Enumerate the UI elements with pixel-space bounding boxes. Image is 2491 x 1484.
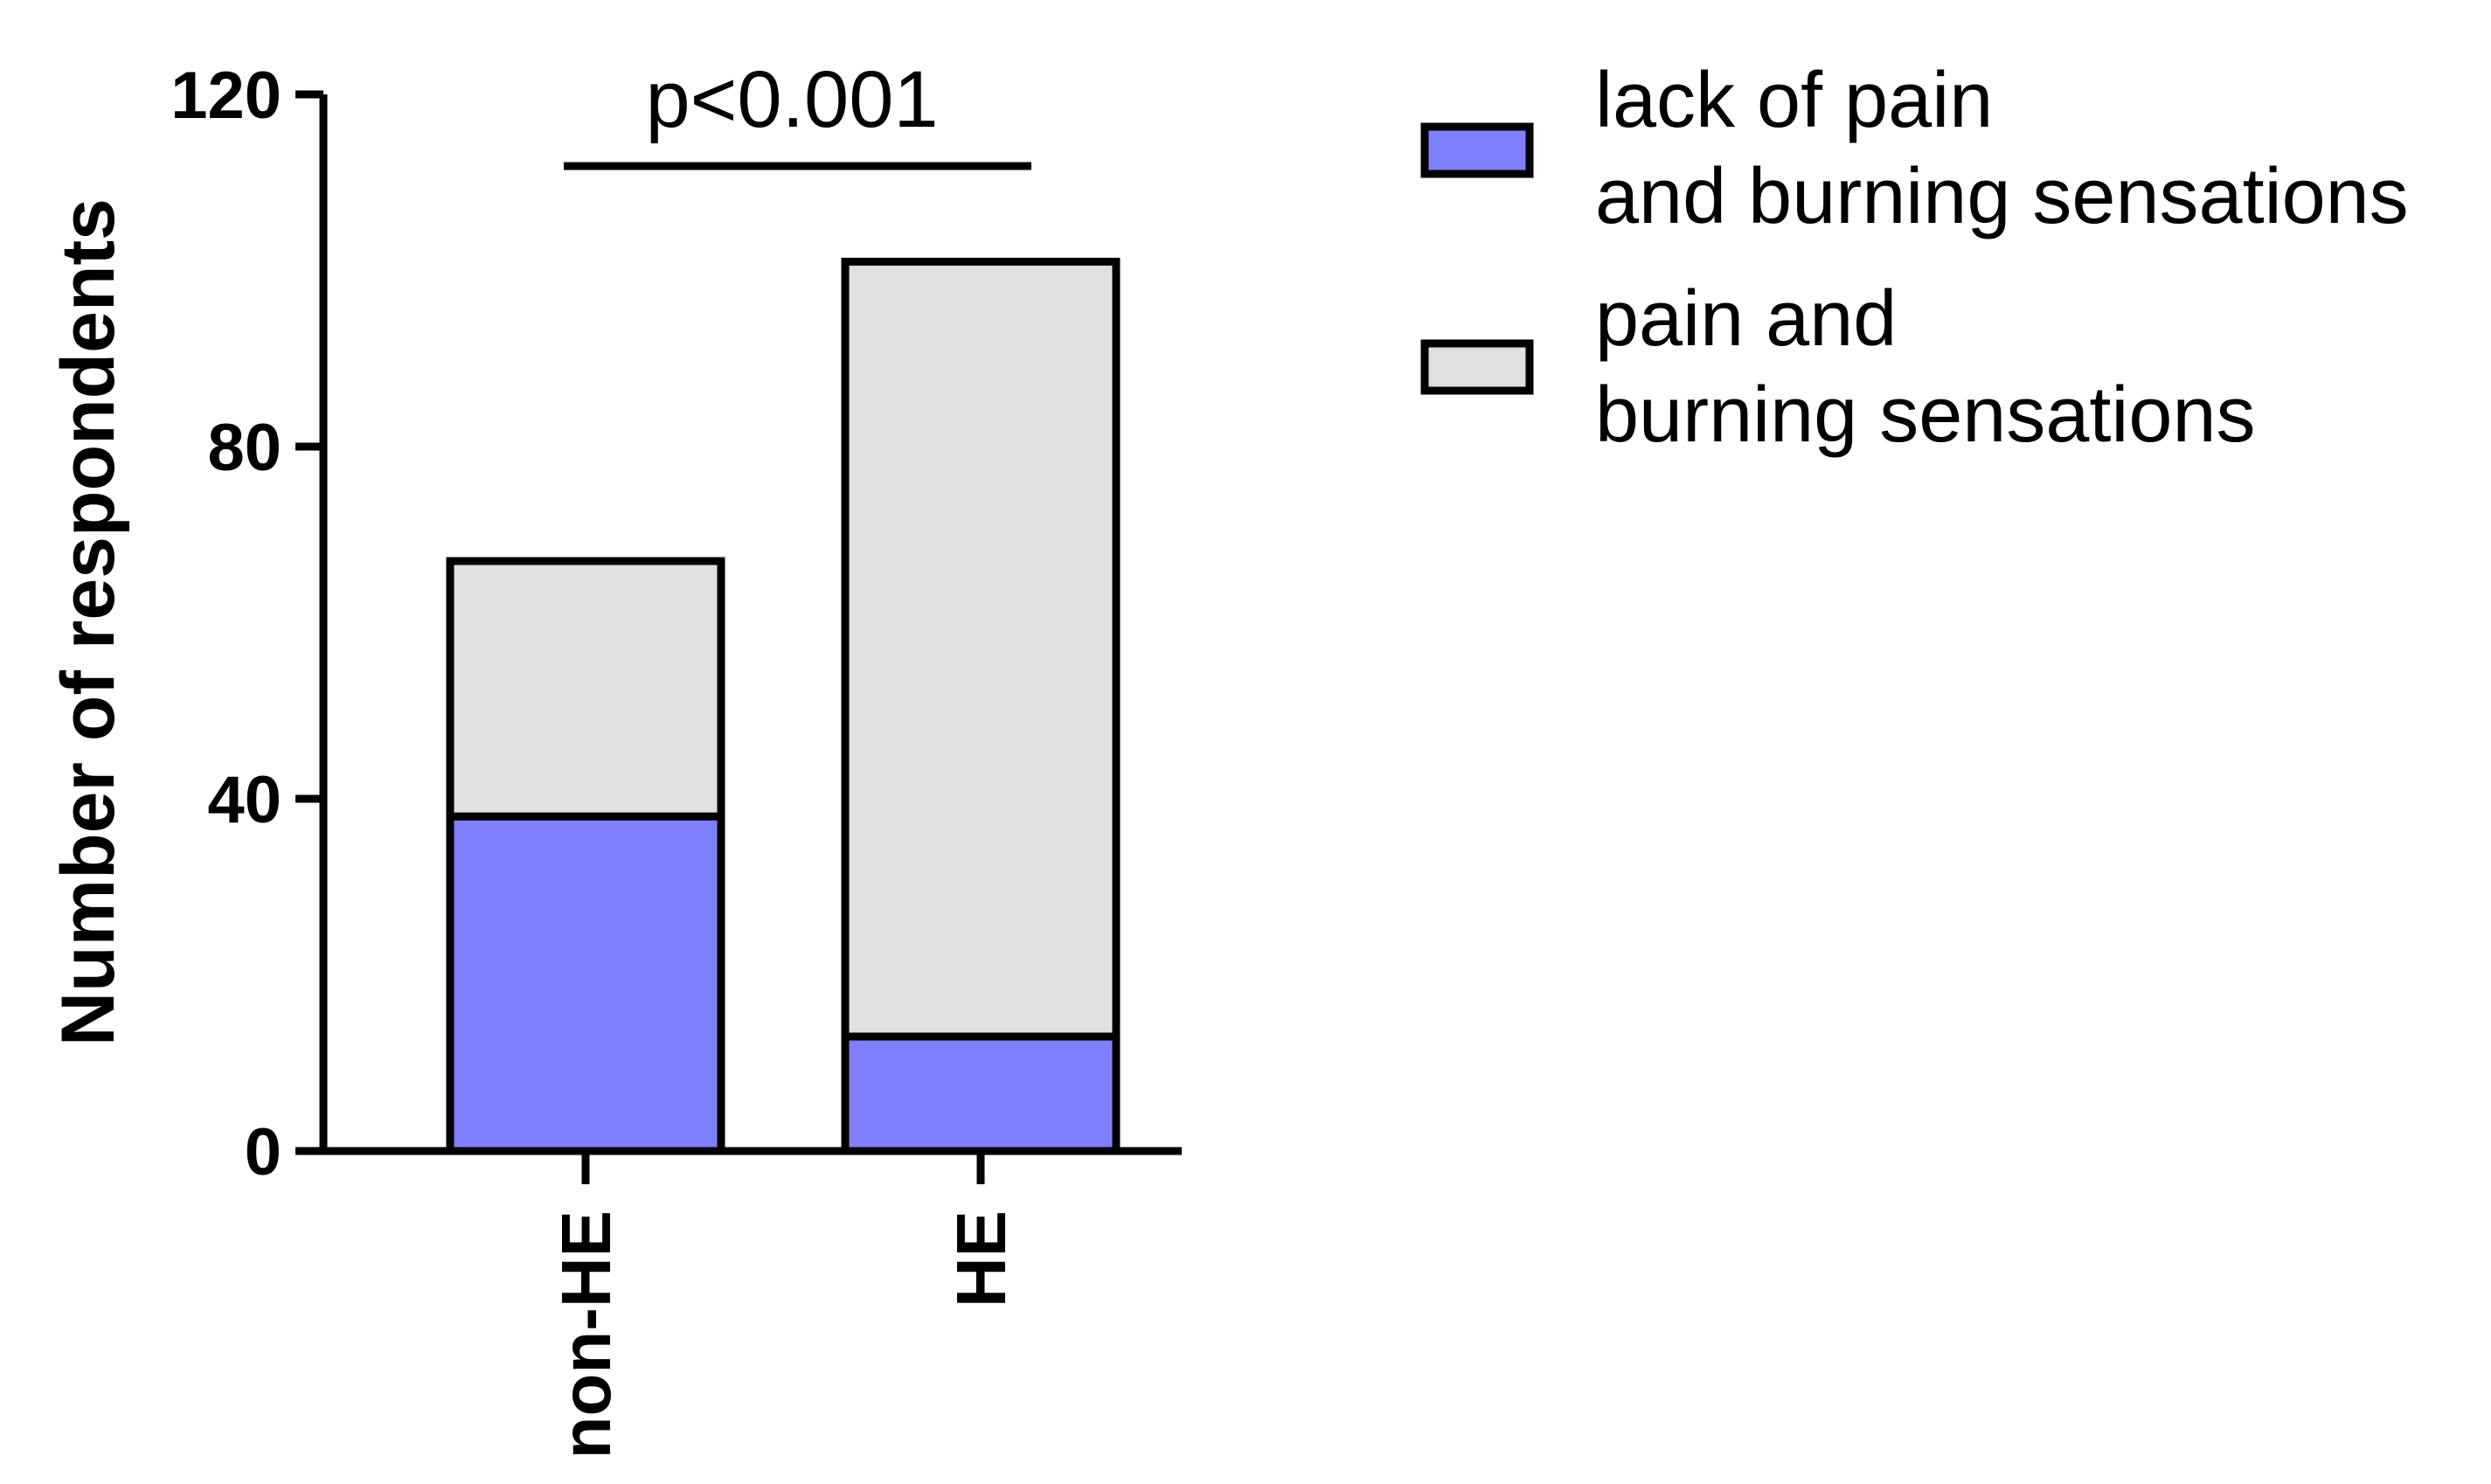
y-tick-label: 80 (207, 411, 281, 485)
y-axis-title: Number of respondents (46, 198, 130, 1046)
x-tick-label: non-HE (547, 1210, 625, 1459)
bar-HE-series-1 (841, 257, 1121, 1041)
legend-swatch (1420, 339, 1534, 395)
bars-group (446, 257, 1121, 1155)
y-tick-label: 120 (170, 59, 281, 133)
legend-label: lack of pain (1595, 57, 1993, 144)
bar-non-HE-series-1 (446, 557, 725, 821)
y-tick-label: 0 (245, 1115, 281, 1189)
x-ticks-group: non-HE HE (547, 1151, 1020, 1459)
legend-label: pain and (1595, 275, 1897, 363)
legend-label: and burning sensations (1595, 153, 2409, 240)
legend-swatch (1420, 122, 1534, 178)
y-ticks-group: 0 40 80 120 (170, 59, 323, 1189)
y-tick-label: 40 (207, 763, 281, 837)
legend: lack of pain and burning sensations pain a… (1420, 57, 2409, 459)
bar-HE-series-0 (841, 1032, 1121, 1155)
legend-label: burning sensations (1595, 371, 2256, 459)
bar-non-HE-series-0 (446, 812, 725, 1155)
x-tick-label: HE (942, 1210, 1020, 1307)
p-value-annotation: p<0.001 (645, 55, 938, 144)
